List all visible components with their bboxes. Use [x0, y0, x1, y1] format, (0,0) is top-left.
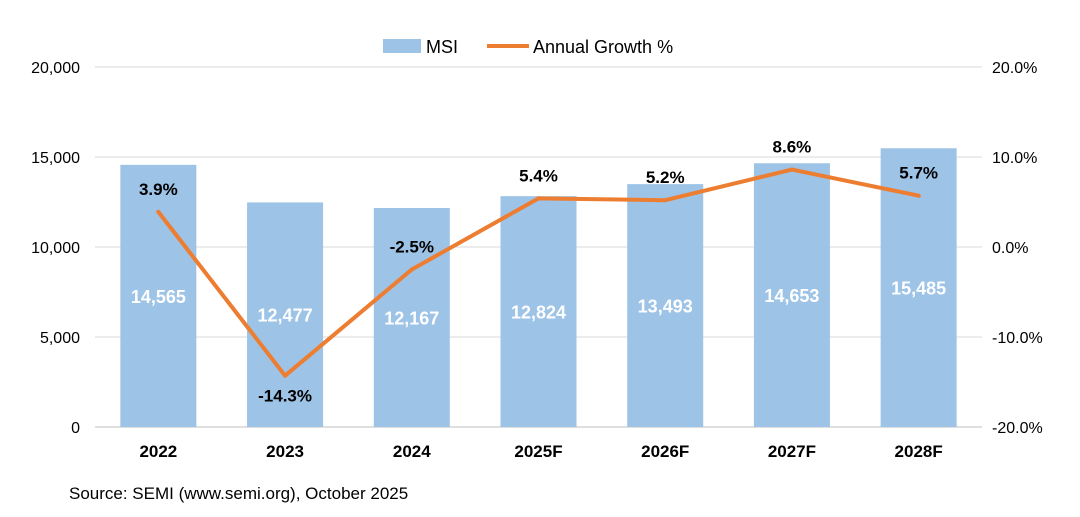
bar-data-label: 12,824: [511, 303, 566, 323]
left-tick-label: 10,000: [31, 240, 80, 257]
bar-2024: [373, 207, 450, 427]
category-label: 2023: [266, 442, 304, 461]
growth-data-label: -2.5%: [390, 238, 434, 257]
bar-2026F: [627, 184, 704, 427]
right-tick-label: 0.0%: [992, 240, 1028, 257]
bar-data-label: 12,477: [258, 306, 313, 326]
bar-2027F: [753, 163, 830, 427]
growth-point: [283, 373, 288, 378]
right-tick-label: -10.0%: [992, 330, 1043, 347]
growth-data-label: 8.6%: [773, 138, 812, 157]
right-tick-label: 10.0%: [992, 150, 1037, 167]
bar-data-label: 14,565: [131, 287, 186, 307]
bar-2023: [247, 202, 324, 427]
line-series: 3.9% -14.3% -2.5% 5.4% 5.2% 8.6% 5.7%: [139, 138, 938, 406]
legend-swatch-msi: [383, 39, 421, 53]
x-axis: 2022 2023 2024 2025F 2026F 2027F 2028F: [139, 442, 942, 461]
bar-2022: [120, 164, 197, 427]
growth-data-label: 5.7%: [899, 164, 938, 183]
legend-label-growth: Annual Growth %: [533, 37, 673, 57]
category-label: 2027F: [768, 442, 816, 461]
category-label: 2025F: [514, 442, 562, 461]
category-label: 2026F: [641, 442, 689, 461]
growth-point: [536, 196, 541, 201]
bar-data-label: 12,167: [384, 308, 439, 328]
bar-2025F: [500, 196, 577, 427]
bar-series: 14,565 12,477 12,167 12,824 13,493 14,653 15,4…: [120, 148, 957, 427]
growth-data-label: 3.9%: [139, 180, 178, 199]
left-tick-label: 20,000: [31, 60, 80, 77]
source-note: Source: SEMI (www.semi.org), October 202…: [69, 484, 409, 503]
legend: MSI Annual Growth %: [383, 37, 673, 57]
left-axis: 0 5,000 10,000 15,000 20,000: [31, 60, 80, 437]
growth-data-label: 5.2%: [646, 168, 685, 187]
right-axis: -20.0% -10.0% 0.0% 10.0% 20.0%: [992, 60, 1043, 437]
bar-data-label: 14,653: [764, 286, 819, 306]
left-tick-label: 5,000: [40, 330, 80, 347]
growth-data-label: 5.4%: [519, 166, 558, 185]
growth-data-label: -14.3%: [258, 387, 312, 406]
growth-point: [916, 193, 921, 198]
category-label: 2024: [393, 442, 431, 461]
growth-point: [663, 198, 668, 203]
left-tick-label: 0: [71, 420, 80, 437]
growth-point: [409, 267, 414, 272]
bar-data-label: 13,493: [638, 297, 693, 317]
category-label: 2028F: [895, 442, 943, 461]
category-label: 2022: [139, 442, 177, 461]
legend-label-msi: MSI: [426, 37, 458, 57]
bar-data-label: 15,485: [891, 279, 946, 299]
growth-point: [789, 167, 794, 172]
chart: 14,565 12,477 12,167 12,824 13,493 14,653 15,4…: [31, 37, 1043, 461]
left-tick-label: 15,000: [31, 150, 80, 167]
right-tick-label: 20.0%: [992, 60, 1037, 77]
right-tick-label: -20.0%: [992, 420, 1043, 437]
growth-point: [156, 209, 161, 214]
